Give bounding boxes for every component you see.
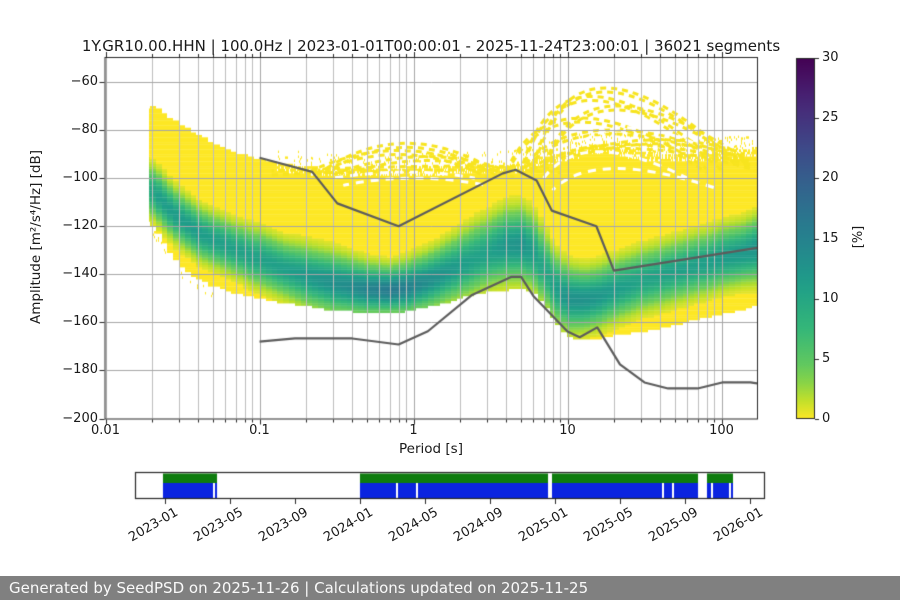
figure-title: 1Y.GR10.00.HHN | 100.0Hz | 2023-01-01T00… — [81, 37, 781, 55]
footer-text: Generated by SeedPSD on 2025-11-26 | Cal… — [9, 579, 589, 597]
colorbar-tick-label: 20 — [822, 170, 839, 186]
colorbar-tick-label: 10 — [822, 290, 839, 306]
x-tick-label: 100 — [709, 423, 734, 438]
colorbar-tick-label: 30 — [822, 50, 839, 65]
x-tick-label: 10 — [559, 423, 576, 438]
colorbar-tick-label: 25 — [822, 110, 839, 126]
x-axis-label: Period [s] — [399, 441, 463, 457]
x-tick-label: 1 — [409, 423, 418, 438]
y-tick-label: −140 — [62, 266, 98, 282]
footer-bar: Generated by SeedPSD on 2025-11-26 | Cal… — [0, 576, 900, 600]
x-tick-label: 0.01 — [91, 423, 120, 438]
colorbar-tick-label: 5 — [822, 350, 831, 366]
y-tick-label: −60 — [70, 74, 98, 90]
y-tick-label: −180 — [62, 362, 98, 378]
y-tick-label: −120 — [62, 218, 98, 234]
x-tick-label: 0.1 — [249, 423, 270, 438]
y-axis-label: Amplitude [m²/s⁴/Hz] [dB] — [28, 150, 44, 325]
colorbar-tick-label: 15 — [822, 230, 839, 246]
y-tick-label: −160 — [62, 314, 98, 330]
colorbar-tick-label: 0 — [822, 411, 831, 426]
y-tick-label: −80 — [70, 122, 98, 138]
y-tick-label: −100 — [62, 170, 98, 186]
y-tick-label: −200 — [62, 410, 98, 426]
